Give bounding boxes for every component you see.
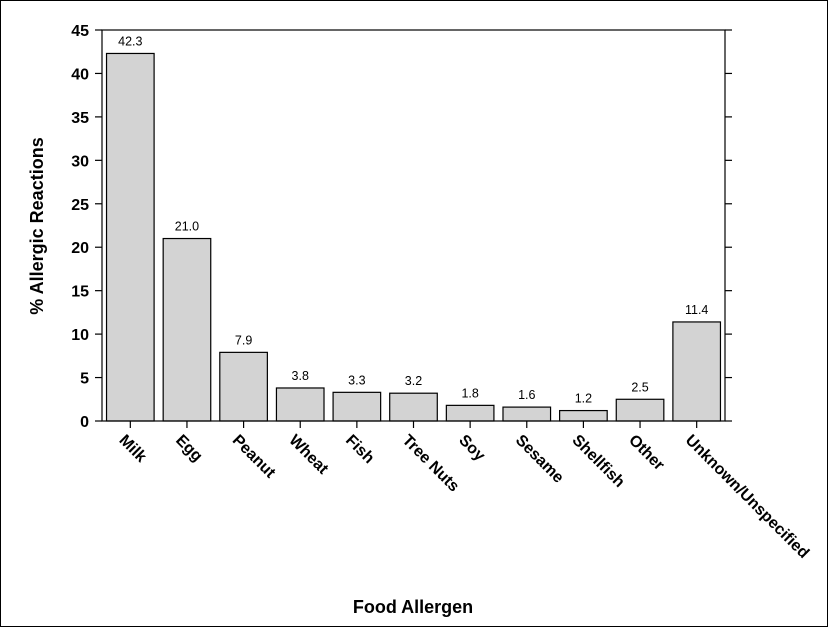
category-label: Peanut	[229, 432, 279, 482]
x-axis-title: Food Allergen	[353, 597, 473, 617]
y-tick-label: 40	[71, 66, 89, 83]
bar	[105, 52, 155, 422]
data-label: 3.2	[405, 374, 422, 388]
data-label: 1.2	[575, 392, 592, 406]
category-label: Wheat	[285, 432, 331, 478]
data-label: 2.5	[631, 380, 648, 394]
y-tick-label: 0	[80, 414, 89, 431]
y-tick-label: 35	[71, 110, 89, 127]
bar	[389, 392, 438, 422]
data-label: 21.0	[175, 220, 199, 234]
y-axis-title: % Allergic Reactions	[27, 137, 47, 314]
y-tick-label: 30	[71, 153, 89, 170]
bar	[332, 391, 382, 422]
data-label: 7.9	[235, 333, 252, 347]
y-tick-label: 5	[80, 371, 89, 388]
category-label: Shellfish	[569, 432, 628, 491]
data-label: 42.3	[118, 34, 142, 48]
data-label: 1.6	[518, 388, 535, 402]
category-label: Egg	[172, 432, 205, 465]
y-tick-label: 45	[71, 23, 89, 40]
bar	[502, 406, 552, 422]
data-label: 3.3	[348, 373, 365, 387]
bar	[559, 409, 608, 422]
category-label: Milk	[115, 432, 149, 466]
data-label: 11.4	[685, 303, 708, 317]
y-ticks-group: 0 5 10 15 20 25 30 35 40 45	[71, 23, 732, 431]
value-labels-group: 42.3 21.0 7.9 3.8 3.3 3.2 1.8 1.6 1.2 2.5 11.4	[118, 34, 708, 405]
category-label: Soy	[455, 432, 488, 465]
category-label: Sesame	[512, 432, 567, 487]
bars-group	[105, 52, 722, 422]
category-label: Unknown/Unspecified	[682, 432, 812, 562]
bar	[162, 237, 212, 422]
y-tick-label: 10	[71, 327, 89, 344]
bar	[219, 351, 268, 422]
y-tick-label: 15	[71, 284, 89, 301]
y-tick-label: 25	[71, 197, 89, 214]
category-label: Fish	[342, 432, 377, 467]
bar	[275, 387, 325, 422]
data-label: 1.8	[461, 386, 478, 400]
y-tick-label: 20	[71, 240, 89, 257]
axes-group	[101, 29, 726, 428]
data-label: 3.8	[292, 369, 309, 383]
bar	[445, 404, 495, 422]
bar	[615, 398, 665, 422]
category-label: Other	[625, 432, 667, 474]
bar	[672, 321, 722, 422]
category-label: Tree Nuts	[399, 432, 463, 496]
